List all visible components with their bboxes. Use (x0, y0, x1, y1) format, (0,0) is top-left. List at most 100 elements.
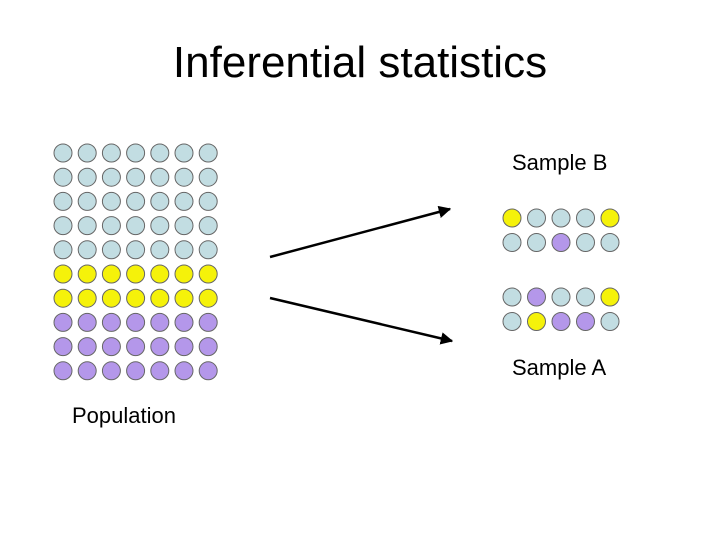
population-purple-dot (150, 312, 170, 332)
population-blue-dot (198, 143, 218, 163)
population-blue-dot (150, 216, 170, 236)
population-yellow-dot (150, 264, 170, 284)
population-blue-dot (126, 191, 146, 211)
population-purple-dot (126, 312, 146, 332)
population-purple-dot (198, 312, 218, 332)
population-blue-dot (77, 216, 97, 236)
population-blue-dot (53, 143, 73, 163)
population-purple-dot (174, 312, 194, 332)
sample-b-yellow-dot (502, 208, 522, 228)
sample-a-purple-dot (551, 312, 571, 331)
population-dot-grid (53, 143, 218, 381)
population-yellow-dot (150, 288, 170, 308)
sample-a-purple-dot (527, 287, 546, 307)
sample-b-label: Sample B (512, 150, 608, 175)
population-blue-dot (150, 167, 170, 187)
population-blue-dot (101, 167, 121, 187)
arrow-to-sample-a (269, 296, 454, 345)
population-yellow-dot (53, 288, 73, 308)
population-purple-dot (53, 361, 73, 381)
population-yellow-dot (198, 264, 218, 284)
population-blue-dot (174, 191, 194, 211)
sample-a-blue-dot (502, 312, 522, 331)
population-blue-dot (77, 240, 97, 260)
population-blue-dot (198, 240, 218, 260)
population-purple-dot (198, 361, 218, 381)
slide-title: Inferential statistics (172, 38, 548, 87)
population-blue-dot (101, 240, 121, 260)
population-yellow-dot (101, 288, 121, 308)
sample-a-blue-dot (551, 287, 571, 307)
population-blue-dot (150, 191, 170, 211)
sample-b-blue-dot (576, 208, 595, 228)
population-blue-dot (198, 216, 218, 236)
sample-a-blue-dot (576, 287, 595, 307)
population-blue-dot (53, 167, 73, 187)
population-yellow-dot (101, 264, 121, 284)
population-yellow-dot (53, 264, 73, 284)
population-purple-dot (174, 337, 194, 357)
population-blue-dot (126, 143, 146, 163)
population-yellow-dot (174, 288, 194, 308)
population-purple-dot (150, 361, 170, 381)
population-purple-dot (77, 361, 97, 381)
population-yellow-dot (174, 264, 194, 284)
population-blue-dot (126, 240, 146, 260)
population-purple-dot (77, 337, 97, 357)
population-yellow-dot (198, 288, 218, 308)
population-blue-dot (77, 191, 97, 211)
population-yellow-dot (77, 264, 97, 284)
sample-a-blue-dot (600, 312, 620, 331)
population-blue-dot (101, 216, 121, 236)
population-purple-dot (174, 361, 194, 381)
population-purple-dot (198, 337, 218, 357)
sample-b-blue-dot (527, 233, 546, 252)
sample-a-yellow-dot (527, 312, 546, 331)
sample-a-dot-grid (502, 287, 620, 331)
sample-b-purple-dot (551, 233, 571, 252)
population-purple-dot (53, 337, 73, 357)
population-blue-dot (174, 143, 194, 163)
population-blue-dot (53, 216, 73, 236)
population-blue-dot (77, 143, 97, 163)
population-blue-dot (101, 191, 121, 211)
population-purple-dot (126, 361, 146, 381)
sample-b-blue-dot (600, 233, 620, 252)
population-blue-dot (174, 216, 194, 236)
population-yellow-dot (77, 288, 97, 308)
sample-b-blue-dot (502, 233, 522, 252)
sample-b-dot-grid (502, 208, 620, 252)
population-purple-dot (101, 361, 121, 381)
population-purple-dot (53, 312, 73, 332)
sample-a-label: Sample A (512, 355, 607, 380)
population-blue-dot (174, 167, 194, 187)
population-purple-dot (126, 337, 146, 357)
sample-a-blue-dot (502, 287, 522, 307)
population-yellow-dot (126, 288, 146, 308)
population-blue-dot (53, 240, 73, 260)
population-purple-dot (101, 312, 121, 332)
sample-b-blue-dot (576, 233, 595, 252)
population-blue-dot (198, 167, 218, 187)
sample-a-purple-dot (576, 312, 595, 331)
population-blue-dot (126, 167, 146, 187)
sample-b-blue-dot (551, 208, 571, 228)
population-blue-dot (53, 191, 73, 211)
population-blue-dot (150, 143, 170, 163)
population-blue-dot (101, 143, 121, 163)
sample-b-yellow-dot (600, 208, 620, 228)
population-blue-dot (77, 167, 97, 187)
population-purple-dot (101, 337, 121, 357)
population-blue-dot (174, 240, 194, 260)
population-blue-dot (126, 216, 146, 236)
population-label: Population (72, 403, 176, 428)
population-yellow-dot (126, 264, 146, 284)
arrow-to-sample-b (269, 205, 452, 259)
population-blue-dot (198, 191, 218, 211)
sample-a-yellow-dot (600, 287, 620, 307)
sample-b-blue-dot (527, 208, 546, 228)
population-blue-dot (150, 240, 170, 260)
population-purple-dot (150, 337, 170, 357)
population-purple-dot (77, 312, 97, 332)
